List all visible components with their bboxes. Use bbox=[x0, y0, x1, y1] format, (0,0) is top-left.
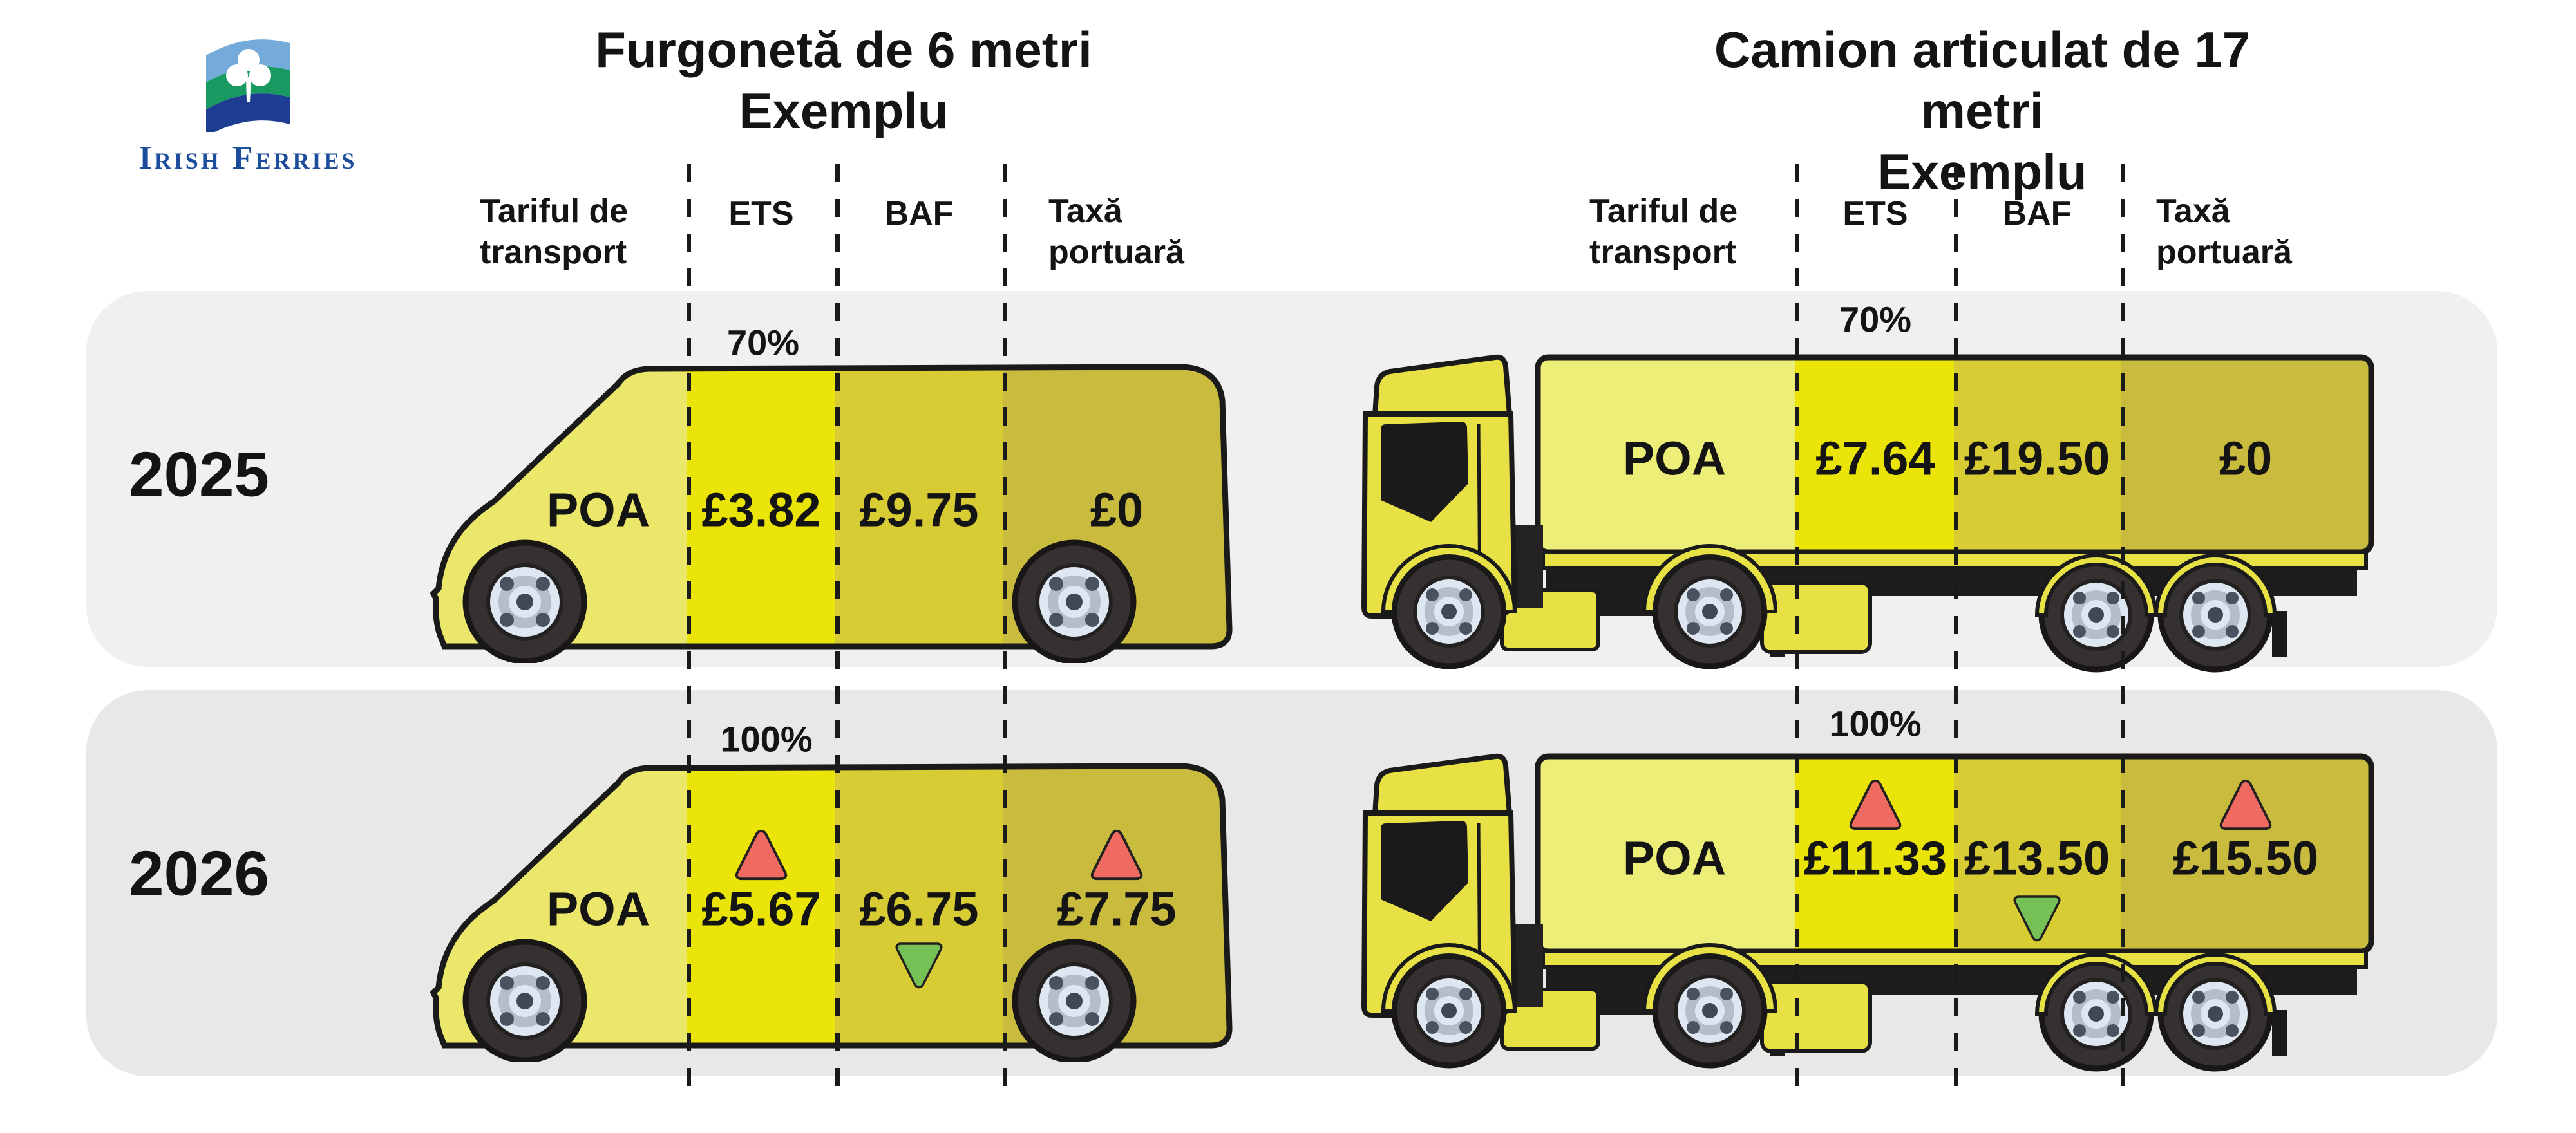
van-2026-ets-allowance: 100% bbox=[720, 718, 813, 760]
van-column-header-port: Taxă portuară bbox=[1048, 192, 1184, 271]
van-group-title: Furgonetă de 6 metri Exemplu bbox=[595, 19, 1092, 142]
cab-deflector bbox=[1372, 753, 1513, 817]
van-illustration-2026 bbox=[430, 763, 1233, 1062]
van-2026-baf-value: £6.75 bbox=[859, 882, 979, 936]
van-2026-ets-trend-icon bbox=[733, 825, 790, 887]
truck-column-header-baf: BAF bbox=[2002, 195, 2072, 232]
wheel-fender bbox=[2154, 953, 2277, 1016]
van-title: Furgonetă de 6 metri bbox=[595, 21, 1092, 78]
van-subtitle: Exemplu bbox=[739, 82, 949, 139]
cab-trailer-gap bbox=[1515, 924, 1543, 1007]
truck-group-title: Camion articulat de 17 metri Exemplu bbox=[1685, 19, 2279, 203]
van-2025-ets-value: £3.82 bbox=[701, 483, 821, 537]
truck-2026-ets-value: £11.33 bbox=[1803, 831, 1947, 885]
truck-divider-port bbox=[2121, 164, 2125, 1091]
truck-column-header-ets: ETS bbox=[1842, 195, 1908, 232]
truck-illustration-2026 bbox=[1361, 753, 2374, 1098]
truck-2025-tariff-value: POA bbox=[1622, 431, 1727, 485]
truck-divider-baf bbox=[1954, 164, 1958, 1091]
fuel-tank bbox=[1760, 980, 1872, 1053]
wheel-fender bbox=[1381, 943, 1517, 1013]
truck-2026-ets-trend-icon bbox=[1847, 775, 1904, 837]
truck-2026-port-trend-icon bbox=[2217, 775, 2274, 837]
wheel-fender bbox=[1642, 943, 1778, 1013]
truck-2025-port-value: £0 bbox=[2219, 431, 2273, 485]
truck-illustration-2025 bbox=[1361, 354, 2374, 698]
van-2026-tariff-value: POA bbox=[546, 882, 650, 936]
van-2025-baf-value: £9.75 bbox=[859, 483, 979, 537]
van-column-header-baf: BAF bbox=[884, 195, 954, 232]
mud-flap bbox=[2272, 1010, 2287, 1056]
logo-wordmark: Irish Ferries bbox=[138, 140, 357, 176]
truck-2026-port-value: £15.50 bbox=[2172, 831, 2319, 885]
truck-2026-baf-trend-icon bbox=[2011, 888, 2063, 947]
van-column-header-ets: ETS bbox=[728, 195, 794, 232]
truck-2026-ets-allowance: 100% bbox=[1829, 703, 1922, 744]
mud-flap bbox=[2272, 611, 2287, 657]
cab-trailer-gap bbox=[1515, 525, 1543, 608]
van-outline bbox=[430, 763, 1233, 1049]
wheel-fender bbox=[2154, 554, 2277, 617]
van-2026-port-trend-icon bbox=[1088, 825, 1145, 887]
truck-2025-baf-value: £19.50 bbox=[1964, 431, 2110, 485]
year-label-2026: 2026 bbox=[129, 838, 270, 909]
year-label-2025: 2025 bbox=[129, 438, 270, 510]
van-2025-tariff-value: POA bbox=[546, 483, 650, 537]
truck-2026-tariff-value: POA bbox=[1622, 831, 1727, 885]
cab-window bbox=[1381, 422, 1468, 522]
shamrock-flag-icon bbox=[206, 39, 290, 136]
truck-2025-ets-value: £7.64 bbox=[1815, 431, 1935, 485]
shamrock-icon bbox=[226, 49, 271, 102]
truck-column-header-port: Taxă portuară bbox=[2156, 192, 2292, 271]
van-illustration-2025 bbox=[430, 364, 1233, 663]
van-2025-port-value: £0 bbox=[1090, 483, 1144, 537]
truck-column-header-tariff: Tariful de transport bbox=[1589, 192, 1738, 271]
wheel-fender bbox=[1381, 544, 1517, 613]
truck-2026-baf-value: £13.50 bbox=[1964, 831, 2110, 885]
van-2026-baf-trend-icon bbox=[893, 935, 945, 994]
irish-ferries-logo: Irish Ferries bbox=[93, 23, 402, 177]
van-divider-port bbox=[1003, 164, 1007, 1091]
trailer-segments bbox=[1538, 756, 2371, 951]
cab-deflector bbox=[1372, 354, 1513, 418]
truck-divider-ets bbox=[1795, 164, 1799, 1091]
truck-2025-ets-allowance: 70% bbox=[1839, 299, 1912, 340]
cab-window bbox=[1381, 821, 1468, 921]
van-divider-ets bbox=[687, 164, 691, 1091]
wheel-fender bbox=[1642, 544, 1778, 613]
van-outline bbox=[430, 364, 1233, 650]
van-2025-ets-allowance: 70% bbox=[726, 322, 800, 363]
van-column-header-tariff: Tariful de transport bbox=[480, 192, 629, 271]
truck-subtitle: Exemplu bbox=[1877, 144, 2087, 200]
van-divider-baf bbox=[835, 164, 840, 1091]
van-2026-ets-value: £5.67 bbox=[701, 882, 821, 936]
trailer-segments bbox=[1538, 357, 2371, 552]
fuel-tank bbox=[1760, 581, 1872, 654]
truck-title: Camion articulat de 17 metri bbox=[1714, 21, 2251, 139]
van-2026-port-value: £7.75 bbox=[1057, 882, 1177, 936]
